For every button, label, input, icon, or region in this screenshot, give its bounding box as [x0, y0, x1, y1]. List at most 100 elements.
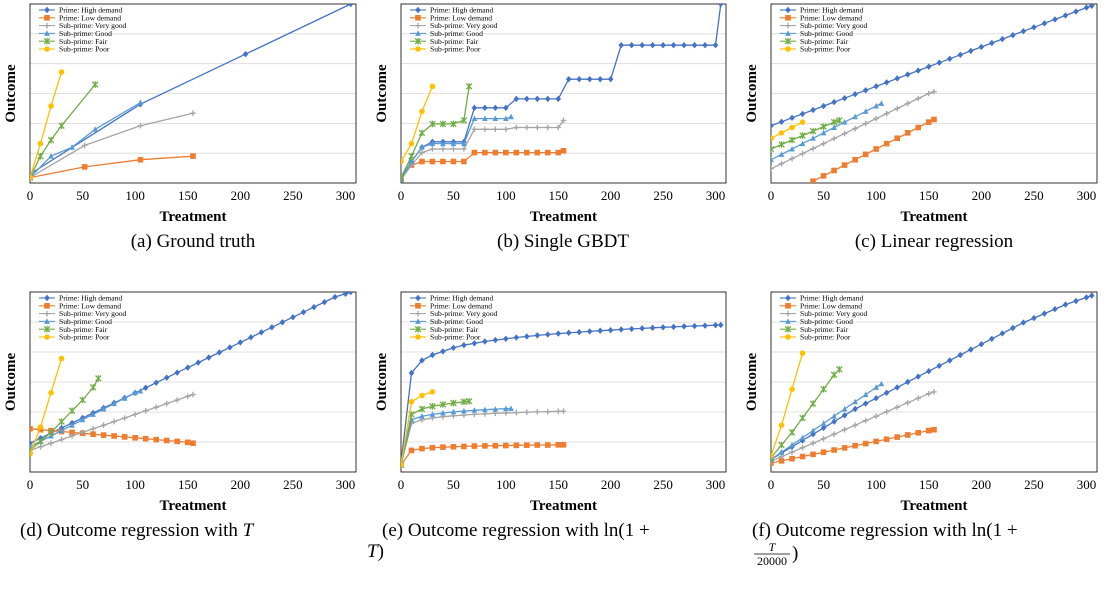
- data-point: [771, 165, 774, 172]
- legend-marker: [415, 310, 421, 317]
- data-point: [503, 149, 509, 156]
- data-point: [788, 136, 796, 144]
- data-point: [471, 115, 478, 122]
- data-point: [873, 395, 879, 402]
- data-point: [242, 50, 249, 58]
- data-point: [810, 135, 816, 141]
- data-point: [810, 106, 816, 114]
- data-point: [931, 426, 937, 433]
- data-point: [440, 348, 446, 355]
- legend-entry: Sub-prime: Poor: [430, 45, 481, 54]
- data-point: [419, 445, 425, 452]
- data-point: [492, 104, 499, 112]
- data-point: [831, 447, 837, 453]
- data-point: [79, 396, 86, 404]
- data-point: [132, 389, 138, 396]
- legend-entry: Sub-prime: Fair: [430, 37, 479, 46]
- data-point: [37, 152, 44, 160]
- data-point: [618, 326, 624, 333]
- data-point: [544, 442, 551, 448]
- y-axis-label: Outcome: [744, 64, 760, 123]
- x-tick-label: 0: [768, 477, 775, 492]
- panel-caption: (a) Ground truth: [131, 231, 256, 252]
- data-point: [925, 427, 932, 434]
- data-point: [799, 140, 806, 147]
- data-point: [439, 401, 447, 408]
- data-point: [534, 409, 541, 415]
- data-point: [597, 75, 603, 83]
- series-line-5: [771, 119, 840, 150]
- legend-marker: [785, 310, 791, 317]
- data-point: [820, 424, 827, 432]
- data-point: [670, 323, 677, 331]
- data-point: [883, 110, 890, 117]
- data-point: [894, 404, 900, 410]
- legend-entry: Sub-prime: Poor: [800, 333, 851, 342]
- data-point: [524, 442, 530, 448]
- panel-caption: (e) Outcome regression with ln(1 +: [382, 520, 650, 541]
- data-point: [830, 118, 838, 126]
- x-tick-label: 250: [283, 477, 303, 492]
- data-point: [461, 443, 467, 450]
- data-point: [925, 119, 932, 125]
- data-point: [429, 403, 436, 410]
- data-point: [831, 98, 837, 106]
- data-point: [831, 135, 837, 142]
- data-point: [347, 292, 354, 296]
- x-tick-label: 300: [1077, 188, 1097, 203]
- data-point: [691, 41, 698, 49]
- x-tick-label: 300: [706, 477, 726, 492]
- data-point: [137, 156, 144, 163]
- data-point: [831, 431, 837, 437]
- y-axis-label: Outcome: [3, 353, 19, 412]
- data-point: [419, 149, 425, 156]
- x-tick-label: 100: [866, 188, 886, 203]
- y-axis-label: Outcome: [374, 353, 390, 412]
- legend-marker: [785, 22, 791, 29]
- legend-entry: Prime: High demand: [800, 6, 863, 15]
- data-point: [450, 146, 457, 152]
- data-point: [717, 321, 724, 329]
- legend-marker: [44, 15, 50, 21]
- legend-entry: Sub-prime: Good: [59, 29, 112, 38]
- data-point: [401, 462, 404, 468]
- data-point: [999, 330, 1006, 337]
- data-point: [184, 439, 191, 446]
- series-line-6: [771, 121, 803, 139]
- data-point: [799, 119, 806, 125]
- data-point: [450, 140, 457, 147]
- y-axis-label: Outcome: [3, 64, 19, 123]
- data-point: [347, 4, 354, 8]
- data-point: [121, 415, 128, 421]
- data-point: [37, 444, 44, 450]
- legend-marker: [415, 303, 421, 309]
- legend-entry: Sub-prime: Good: [430, 29, 483, 38]
- data-point: [544, 149, 551, 156]
- data-point: [471, 104, 478, 112]
- legend-entry: Prime: High demand: [59, 6, 122, 15]
- x-tick-label: 300: [336, 477, 356, 492]
- data-point: [810, 451, 816, 458]
- x-tick-label: 150: [919, 477, 939, 492]
- plot-frame: [29, 3, 357, 184]
- data-point: [503, 126, 509, 133]
- data-point: [482, 406, 488, 413]
- data-point: [68, 407, 76, 415]
- data-point: [831, 418, 837, 425]
- data-point: [401, 174, 405, 181]
- x-tick-label: 0: [398, 188, 405, 203]
- data-point: [190, 110, 196, 116]
- data-point: [279, 319, 286, 326]
- legend-marker: [784, 37, 792, 45]
- data-point: [482, 126, 488, 133]
- x-tick-label: 200: [601, 188, 621, 203]
- data-point: [883, 408, 890, 415]
- data-point: [841, 426, 848, 433]
- data-point: [999, 35, 1006, 43]
- data-point: [419, 108, 425, 115]
- data-point: [809, 127, 817, 135]
- data-point: [968, 346, 974, 353]
- data-point: [184, 393, 191, 400]
